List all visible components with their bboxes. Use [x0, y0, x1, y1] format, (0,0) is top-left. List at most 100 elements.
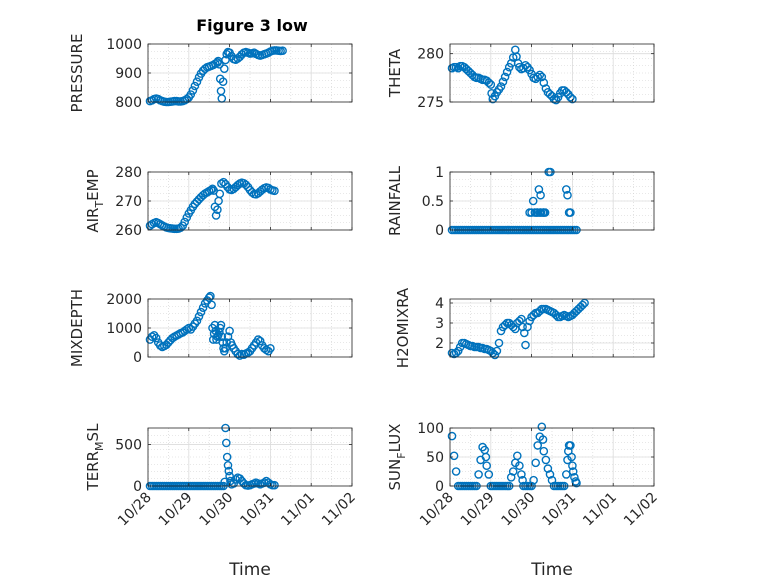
y-tick-label: 2000	[106, 292, 142, 308]
y-tick-label: 0.5	[422, 194, 444, 210]
subplot-sun: 0 50 100 SUNFLUX 10/28 10/29 10/30 10/31 11/01 11…	[386, 421, 661, 580]
data-point	[255, 336, 265, 346]
data-point	[500, 72, 510, 82]
y-tick-label: 0	[435, 479, 444, 495]
data-point	[500, 320, 510, 330]
x-tick-label: 10/31	[539, 490, 579, 530]
y-tick-label: 3	[435, 316, 444, 332]
data-point	[537, 422, 547, 432]
data-point	[207, 300, 216, 310]
data-point	[198, 303, 208, 313]
x-axis-label: Time	[530, 560, 573, 580]
data-point	[551, 310, 561, 320]
data-point	[278, 46, 287, 56]
x-tick-label: 11/01	[278, 490, 318, 530]
data-point	[527, 208, 536, 217]
data-point	[215, 60, 224, 69]
y-axis-label: RAINFALL	[386, 165, 404, 236]
data-point	[182, 213, 192, 222]
y-tick-label: 4	[435, 296, 444, 312]
y-tick-label: 275	[417, 95, 444, 111]
data-point	[515, 461, 524, 471]
data-point	[484, 470, 494, 479]
x-tick-label: 10/28	[115, 490, 155, 530]
data-point	[517, 314, 526, 324]
data-point	[578, 300, 587, 310]
data-point	[211, 211, 221, 220]
data-point	[206, 291, 215, 301]
data-point	[562, 470, 571, 479]
x-tick-label: 10/30	[197, 490, 237, 530]
subplot-pressure: 800 900 1000 PRESSURE	[68, 34, 353, 113]
data-point	[529, 475, 538, 485]
data-point	[572, 478, 581, 488]
data-point	[216, 320, 226, 330]
data-point	[492, 346, 502, 356]
axes-box	[449, 298, 655, 358]
data-point	[188, 86, 198, 95]
y-tick-label: 0	[435, 223, 444, 239]
data-point	[147, 332, 157, 342]
data-point	[222, 452, 232, 462]
data-point	[192, 316, 202, 326]
y-axis-label: SUNFLUX	[386, 424, 408, 491]
data-point	[568, 461, 577, 471]
x-tick-label: 11/01	[580, 490, 620, 530]
data-point	[513, 451, 522, 461]
data-point	[217, 179, 226, 188]
y-tick-label: 800	[115, 95, 142, 111]
data-point	[498, 77, 508, 86]
data-point	[533, 72, 543, 82]
data-point	[447, 431, 457, 441]
data-point	[496, 82, 506, 91]
data-point	[219, 64, 229, 73]
data-point	[266, 343, 275, 353]
data-point	[496, 326, 506, 336]
data-point	[539, 78, 549, 87]
data-point	[547, 475, 557, 485]
y-tick-label: 0	[133, 350, 142, 366]
data-point	[517, 470, 526, 479]
data-point	[194, 312, 204, 321]
data-point	[568, 467, 578, 476]
y-axis-label: PRESSURE	[68, 34, 86, 113]
data-point	[494, 338, 504, 348]
data-point	[537, 72, 547, 82]
data-point	[566, 441, 575, 450]
y-tick-label: 900	[115, 66, 142, 82]
data-point	[270, 480, 279, 490]
subplot-theta: 275 280 THETA	[386, 43, 655, 111]
data-point	[508, 467, 518, 476]
data-point	[531, 458, 541, 468]
y-axis-label: H2OMIXRA	[394, 287, 412, 368]
y-tick-label: 270	[115, 194, 142, 210]
data-point	[208, 184, 217, 194]
subplot-terr: 0 500 TERRMSL 10/28 10/29 10/30 10/31 11/01 11/0…	[84, 423, 359, 580]
data-point	[261, 345, 271, 355]
data-point	[540, 208, 550, 217]
axes-box	[147, 427, 353, 487]
data-point	[545, 470, 555, 479]
data-point	[484, 78, 494, 87]
data-point	[239, 479, 249, 488]
y-tick-label: 1000	[106, 37, 142, 53]
subplot-rainfall: 0 0.5 1 RAINFALL	[386, 165, 655, 239]
data-point	[453, 346, 463, 356]
x-tick-label: 11/02	[621, 490, 661, 530]
data-point	[541, 455, 551, 465]
data-point	[223, 460, 233, 470]
data-point	[567, 452, 576, 462]
y-tick-label: 2	[435, 336, 444, 352]
data-point	[506, 472, 516, 482]
axes-box	[449, 43, 655, 103]
data-point	[525, 316, 534, 326]
y-axis-label: TERRMSL	[84, 423, 106, 492]
data-point	[490, 350, 500, 360]
data-point	[229, 479, 238, 488]
data-point	[562, 88, 571, 97]
data-point	[563, 190, 572, 200]
data-point	[151, 333, 161, 343]
y-axis-label: MIXDEPTH	[68, 289, 86, 367]
data-point	[529, 310, 538, 320]
y-tick-label: 500	[115, 438, 142, 454]
